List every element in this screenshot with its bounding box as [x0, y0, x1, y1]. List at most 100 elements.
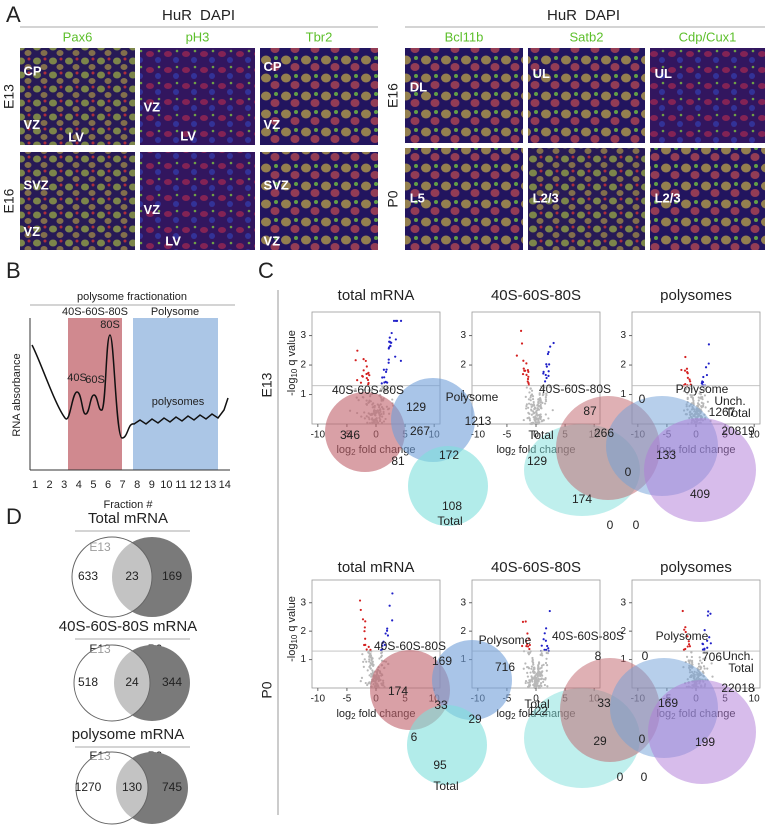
x-tick-label: 0 — [533, 430, 539, 441]
point — [370, 675, 373, 678]
stain-header: HuR — [547, 7, 577, 24]
x-tick-label: -5 — [502, 430, 511, 441]
point — [547, 647, 550, 650]
venn-count: 8 — [595, 649, 602, 663]
point — [527, 667, 531, 670]
point — [703, 667, 706, 670]
point — [547, 417, 550, 420]
point — [706, 385, 709, 388]
point — [387, 358, 390, 361]
micrograph-shade — [260, 152, 378, 250]
point — [552, 341, 555, 345]
peak-label: 60S — [85, 374, 105, 386]
row-label: E13 — [1, 84, 17, 109]
point — [525, 362, 528, 365]
point — [548, 363, 551, 366]
panel-title: polysome fractionation — [77, 291, 187, 303]
point — [381, 376, 384, 379]
point — [536, 675, 539, 678]
label-part: 2 — [511, 712, 516, 721]
point — [399, 359, 402, 362]
micrograph-shade — [405, 148, 523, 250]
point — [525, 407, 528, 410]
point — [542, 663, 545, 666]
point — [546, 685, 549, 688]
point — [696, 404, 699, 408]
point — [685, 655, 689, 658]
micrograph-shade — [140, 152, 255, 250]
point — [544, 398, 547, 401]
point — [523, 369, 527, 372]
venn-count: 0 — [625, 465, 632, 479]
point — [366, 378, 370, 382]
point — [528, 417, 531, 420]
point — [699, 659, 702, 662]
micrograph-shade — [528, 148, 645, 250]
point — [394, 338, 397, 341]
fraction-label: 13 — [204, 479, 216, 491]
micrograph — [650, 148, 765, 250]
x-tick-label: 10 — [749, 430, 761, 441]
point — [528, 683, 532, 687]
venn-count: 129 — [527, 454, 547, 468]
point — [386, 627, 389, 630]
point — [526, 632, 529, 635]
point — [533, 682, 536, 685]
venn-count: 716 — [495, 660, 515, 674]
fraction-label: 11 — [175, 479, 186, 491]
point — [698, 656, 701, 659]
y-tick-label: 2 — [300, 626, 306, 637]
point — [531, 680, 534, 683]
point — [535, 413, 538, 416]
point — [394, 355, 397, 358]
venn-circle — [71, 536, 153, 618]
point — [524, 620, 527, 623]
region-shade — [133, 318, 218, 470]
point — [534, 420, 537, 424]
venn-count: 33 — [597, 696, 611, 710]
point — [545, 669, 548, 672]
point — [545, 376, 548, 380]
point — [532, 661, 535, 664]
point — [538, 413, 541, 417]
point — [700, 661, 703, 664]
point — [527, 645, 530, 648]
point — [356, 349, 359, 352]
polysome-label: polysomes — [152, 396, 205, 408]
point — [527, 370, 530, 374]
region-label: L2/3 — [655, 190, 681, 205]
point — [688, 378, 691, 381]
micrograph — [650, 48, 765, 143]
venn-count: 0 — [617, 770, 624, 784]
point — [704, 656, 707, 659]
point — [371, 671, 375, 674]
plot-title: total mRNA — [338, 287, 415, 304]
point — [531, 421, 535, 424]
point — [539, 415, 543, 418]
point — [392, 319, 396, 322]
point — [690, 394, 694, 397]
point — [538, 686, 542, 689]
point — [706, 400, 709, 403]
point — [547, 350, 550, 354]
venn-count: 344 — [162, 675, 182, 689]
point — [542, 678, 545, 681]
region-label: CP — [23, 64, 41, 79]
plot-title: polysomes — [660, 287, 732, 304]
point — [359, 680, 362, 683]
point — [700, 388, 703, 392]
row-label: E16 — [1, 188, 17, 213]
point — [706, 614, 709, 617]
point — [708, 636, 711, 639]
venn-count: 633 — [78, 569, 98, 583]
point — [700, 666, 703, 669]
point — [551, 409, 554, 412]
point — [360, 676, 364, 679]
point — [691, 396, 694, 399]
label-part: 2 — [351, 712, 356, 721]
region-label: VZ — [23, 224, 40, 239]
venn-circle — [432, 640, 512, 720]
point — [702, 402, 705, 405]
point — [685, 367, 689, 370]
